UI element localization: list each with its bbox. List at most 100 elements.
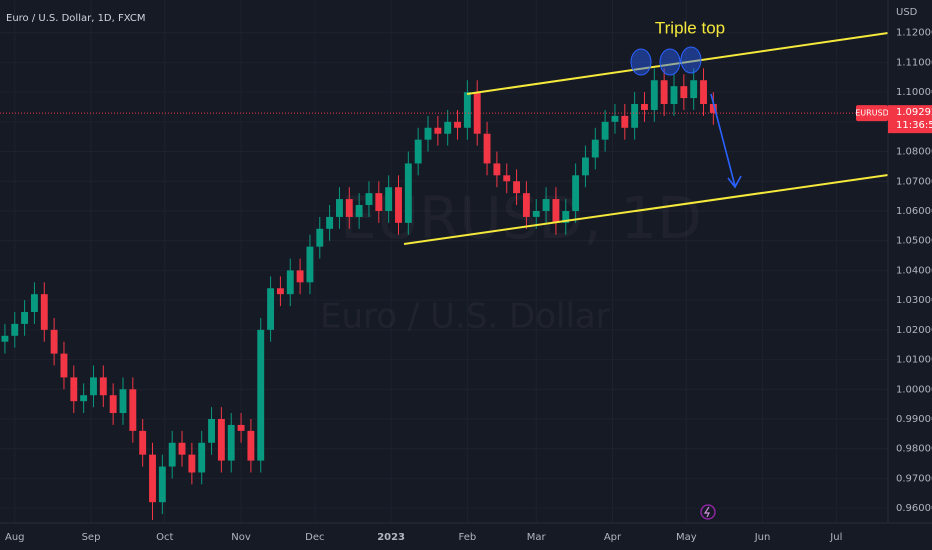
y-tick-label: 1.08000 <box>896 147 932 158</box>
x-tick-label: May <box>676 532 697 543</box>
watermark: EURUSD, 1D <box>340 184 702 252</box>
candle-body <box>227 424 235 461</box>
candle-body <box>149 454 156 503</box>
candle-body <box>404 163 412 223</box>
candle-body <box>690 80 698 99</box>
candle-body <box>99 377 107 396</box>
top-marker <box>630 48 652 76</box>
price-box <box>888 105 932 134</box>
candle-body <box>444 121 452 134</box>
candle-body <box>395 187 402 223</box>
candle-body <box>276 288 284 295</box>
candle-body <box>237 424 245 431</box>
candle-body <box>463 92 471 128</box>
candle-body <box>621 115 629 128</box>
x-tick-label: Oct <box>156 532 173 543</box>
candle-body <box>11 323 19 336</box>
candle-body <box>493 163 501 176</box>
candle-body <box>50 329 58 354</box>
y-tick-label: 1.05000 <box>896 236 932 247</box>
candle-body <box>522 193 530 217</box>
event-icon-bolt <box>703 506 710 518</box>
candle-body <box>109 395 117 414</box>
candle-body <box>306 246 314 283</box>
candle-body <box>591 139 599 158</box>
y-tick-label: 1.07000 <box>896 176 932 187</box>
candle-body <box>168 442 176 467</box>
candle-body <box>611 115 619 122</box>
candle-body <box>542 199 550 211</box>
candle-body <box>552 199 560 223</box>
candle-body <box>316 228 324 247</box>
candle-body <box>1 335 9 342</box>
x-tick-label: Mar <box>527 532 547 543</box>
x-tick-label: Aug <box>5 532 25 543</box>
candle-body <box>90 377 97 396</box>
candle-body <box>30 294 38 313</box>
candle-body <box>217 418 225 461</box>
candle-body <box>700 80 707 105</box>
candle-body <box>178 442 186 455</box>
forecast-arrow <box>710 93 742 189</box>
symbol-label: EURUSD <box>855 109 889 118</box>
chart-title: Euro / U.S. Dollar, 1D, FXCM <box>6 13 145 24</box>
x-tick-label: Nov <box>231 532 251 543</box>
x-tick-label: Jul <box>829 532 842 543</box>
candle-body <box>434 127 442 134</box>
candle-body <box>680 86 688 99</box>
candle-body <box>365 193 373 206</box>
grid <box>0 0 888 523</box>
candle-body <box>562 210 570 223</box>
candle-body <box>483 133 491 164</box>
y-tick-label: 1.01000 <box>896 355 932 366</box>
candle-body <box>572 175 580 211</box>
y-tick-label: 1.12000 <box>896 28 932 39</box>
candle-body <box>198 442 206 473</box>
candle-body <box>257 329 265 461</box>
candle-body <box>581 157 589 176</box>
event-icon[interactable] <box>700 504 716 520</box>
candle-body <box>424 127 432 140</box>
candle-body <box>670 86 678 105</box>
x-tick-label: Sep <box>82 532 101 543</box>
top-marker <box>659 48 681 76</box>
y-tick-label: 1.04000 <box>896 265 932 276</box>
channel-upper <box>466 32 889 95</box>
y-tick-label: 1.11000 <box>896 57 932 68</box>
candle-body <box>21 312 29 324</box>
candle-body <box>247 430 255 461</box>
candle-body <box>503 175 511 182</box>
candle-body <box>414 139 422 164</box>
y-tick-label: 0.99000 <box>896 414 932 425</box>
candle-body <box>40 294 48 330</box>
x-tick-label: Jun <box>754 532 771 543</box>
top-marker <box>680 46 702 74</box>
candle-body <box>709 104 717 113</box>
candle-body <box>513 181 521 194</box>
candle-body <box>532 210 540 217</box>
candle-body <box>129 389 137 431</box>
y-tick-label: 1.06000 <box>896 206 932 217</box>
y-tick-label: 1.00000 <box>896 384 932 395</box>
annotation: Triple top <box>655 18 725 37</box>
candle-body <box>139 430 147 455</box>
candle-body <box>336 199 343 217</box>
candle-body <box>660 80 668 105</box>
y-tick-label: 1.10000 <box>896 87 932 98</box>
candle-body <box>158 466 166 503</box>
candle-body <box>286 270 294 295</box>
candle-body <box>60 353 68 378</box>
candle-body <box>345 199 353 217</box>
x-tick-label: 2023 <box>377 532 405 543</box>
last-price-label: 1.09292 <box>896 107 932 118</box>
candle-body <box>385 187 393 211</box>
candle-body <box>454 121 461 128</box>
candle-body <box>267 288 275 330</box>
candle-body <box>355 205 363 217</box>
